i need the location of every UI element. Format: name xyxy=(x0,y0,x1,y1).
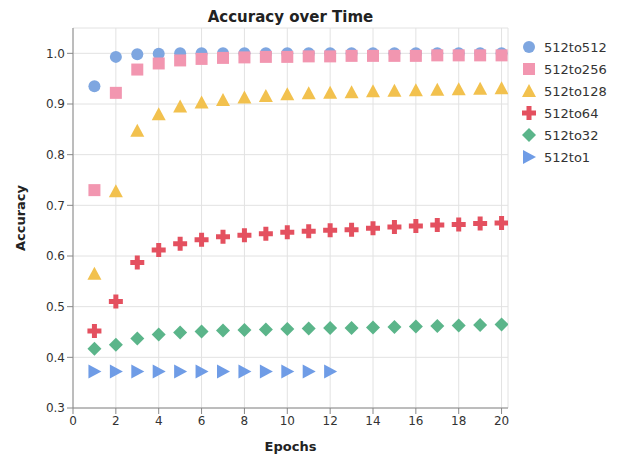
svg-text:0: 0 xyxy=(69,414,77,428)
svg-text:16: 16 xyxy=(408,414,423,428)
svg-text:Accuracy: Accuracy xyxy=(13,184,28,251)
svg-text:14: 14 xyxy=(365,414,380,428)
html-text:512to64: 512to64 xyxy=(544,105,599,121)
svg-text:20: 20 xyxy=(494,414,509,428)
svg-text:0.6: 0.6 xyxy=(46,249,65,263)
html-text:512to256: 512to256 xyxy=(544,61,607,77)
svg-text:0.4: 0.4 xyxy=(46,351,65,365)
svg-text:1.0: 1.0 xyxy=(46,47,65,61)
html-text:512to32: 512to32 xyxy=(544,127,599,143)
html-text:Accuracy over Time: Accuracy over Time xyxy=(207,8,374,26)
svg-text:0.8: 0.8 xyxy=(46,148,65,162)
svg-text:0.3: 0.3 xyxy=(46,401,65,415)
svg-text:18: 18 xyxy=(451,414,466,428)
svg-text:12: 12 xyxy=(323,414,338,428)
svg-text:10: 10 xyxy=(280,414,295,428)
svg-text:0.7: 0.7 xyxy=(46,199,65,213)
html-text:512to128: 512to128 xyxy=(544,83,607,99)
html-text:512to512: 512to512 xyxy=(544,39,607,55)
svg-text:Epochs: Epochs xyxy=(265,439,317,454)
svg-text:2: 2 xyxy=(112,414,120,428)
svg-text:0.9: 0.9 xyxy=(46,97,65,111)
html-text:512to1: 512to1 xyxy=(544,149,591,165)
svg-text:0.5: 0.5 xyxy=(46,300,65,314)
svg-text:4: 4 xyxy=(155,414,163,428)
svg-text:6: 6 xyxy=(198,414,206,428)
svg-text:8: 8 xyxy=(241,414,249,428)
